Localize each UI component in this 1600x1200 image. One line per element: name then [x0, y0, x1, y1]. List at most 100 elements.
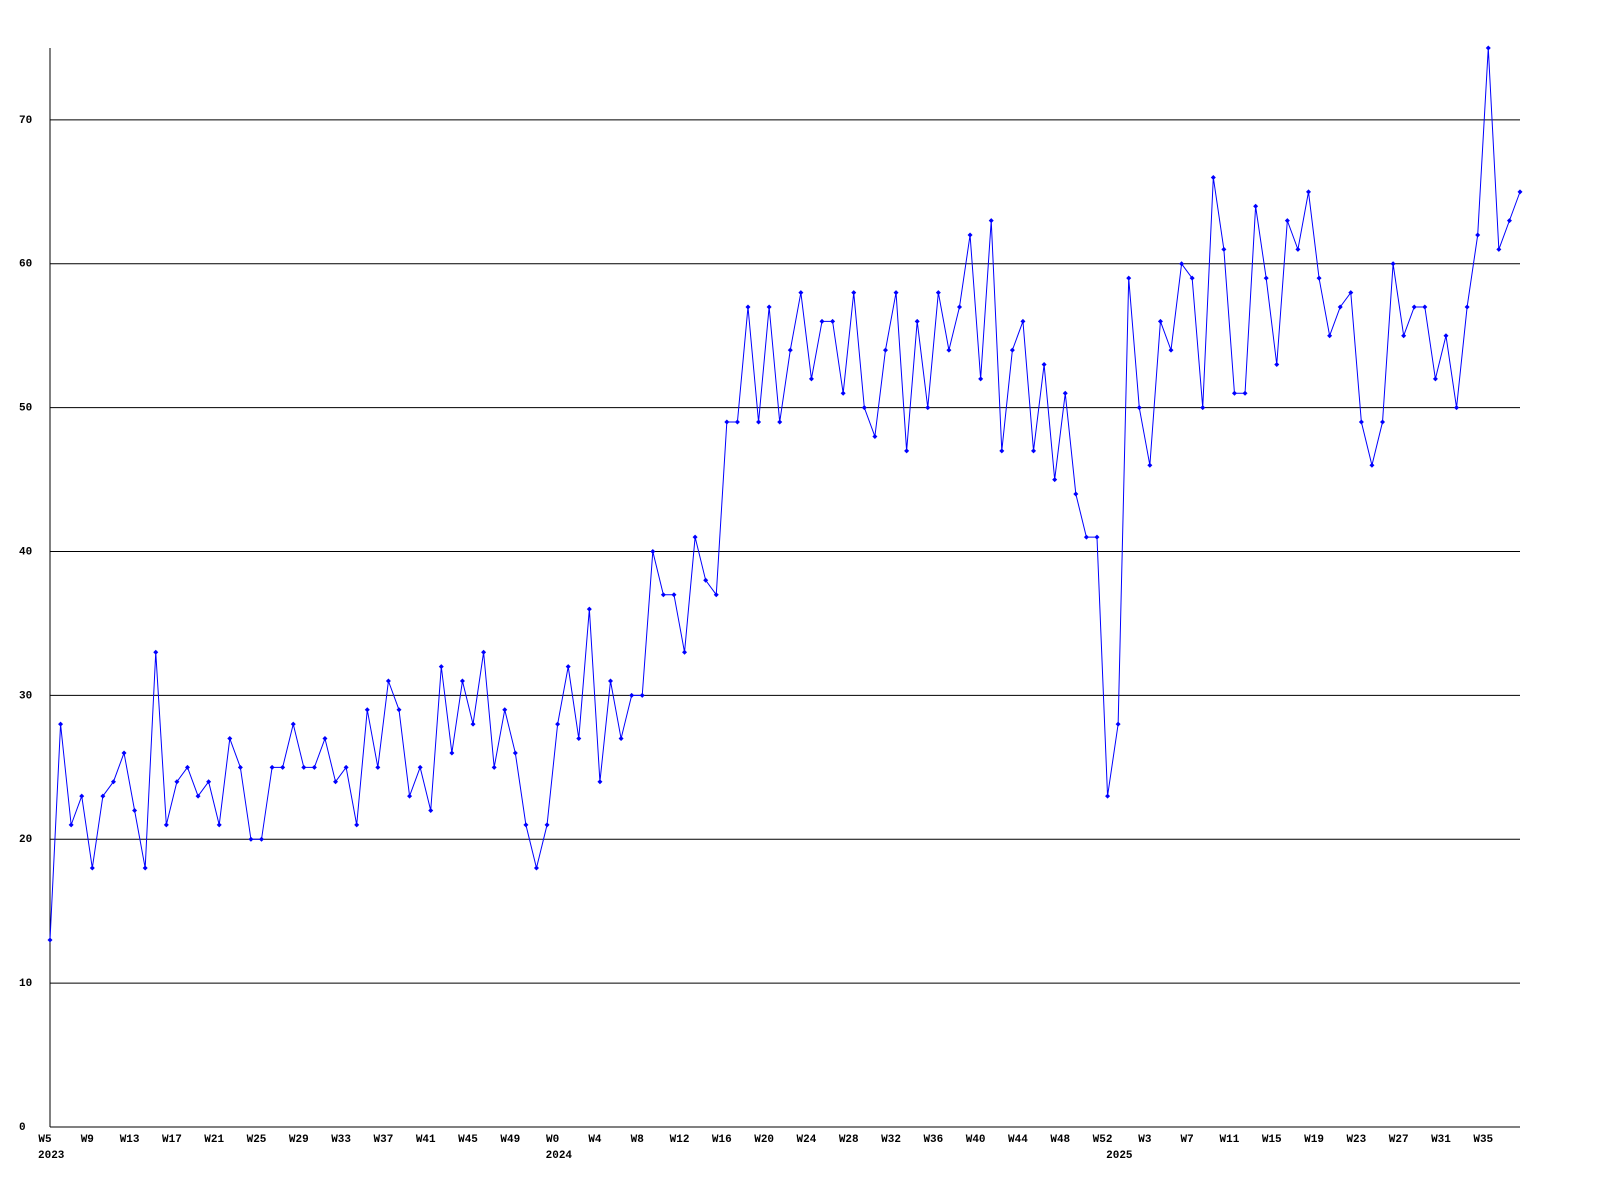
data-point [153, 649, 159, 655]
data-point [1062, 390, 1068, 396]
x-tick-label: W32 [881, 1134, 901, 1146]
x-tick-label: W13 [120, 1134, 140, 1146]
data-point [1443, 333, 1449, 339]
year-label: 2024 [546, 1150, 573, 1162]
data-point [946, 347, 952, 353]
data-point [163, 822, 169, 828]
data-point [840, 390, 846, 396]
data-point [1432, 376, 1438, 382]
x-tick-label: W21 [204, 1134, 224, 1146]
data-point [1168, 347, 1174, 353]
data-point [523, 822, 529, 828]
x-tick-label: W25 [247, 1134, 267, 1146]
data-point [533, 865, 539, 871]
data-point [988, 218, 994, 224]
data-point [1390, 261, 1396, 267]
x-tick-label: W3 [1138, 1134, 1152, 1146]
x-tick-label: W11 [1220, 1134, 1240, 1146]
data-point [1157, 318, 1163, 324]
data-point [502, 707, 508, 713]
data-point [227, 736, 233, 742]
data-point [639, 692, 645, 698]
x-tick-label: W41 [416, 1134, 436, 1146]
data-point [1422, 304, 1428, 310]
data-point [1115, 721, 1121, 727]
data-point [396, 707, 402, 713]
x-tick-label: W12 [670, 1134, 690, 1146]
x-tick-label: W45 [458, 1134, 478, 1146]
data-point [1380, 419, 1386, 425]
data-point [1105, 793, 1111, 799]
data-point [882, 347, 888, 353]
data-point [1411, 304, 1417, 310]
data-point [1041, 362, 1047, 368]
data-point [1052, 477, 1058, 483]
data-point [999, 448, 1005, 454]
data-point [449, 750, 455, 756]
data-point [1305, 189, 1311, 195]
x-tick-label: W4 [588, 1134, 602, 1146]
x-tick-label: W33 [331, 1134, 351, 1146]
data-point [1136, 405, 1142, 411]
data-point [1517, 189, 1523, 195]
y-tick-label: 70 [19, 115, 32, 127]
data-point [1083, 534, 1089, 540]
data-point [491, 764, 497, 770]
data-point [787, 347, 793, 353]
data-point [1253, 203, 1259, 209]
data-point [311, 764, 317, 770]
data-point [322, 736, 328, 742]
data-point [375, 764, 381, 770]
data-point [1094, 534, 1100, 540]
data-point [745, 304, 751, 310]
data-point [110, 779, 116, 785]
data-point [280, 764, 286, 770]
data-point [861, 405, 867, 411]
data-point [1031, 448, 1037, 454]
data-point [576, 736, 582, 742]
data-point [1401, 333, 1407, 339]
data-point [58, 721, 64, 727]
y-tick-label: 60 [19, 259, 32, 271]
year-label: 2025 [1106, 1150, 1133, 1162]
data-point [851, 290, 857, 296]
data-point [79, 793, 85, 799]
x-tick-label: W23 [1346, 1134, 1366, 1146]
data-point [1348, 290, 1354, 296]
data-point [682, 649, 688, 655]
data-point [724, 419, 730, 425]
data-point [417, 764, 423, 770]
data-point [893, 290, 899, 296]
data-line [49, 47, 1521, 940]
data-point [798, 290, 804, 296]
data-point [269, 764, 275, 770]
data-point [1496, 246, 1502, 252]
data-point [1009, 347, 1015, 353]
data-point [1337, 304, 1343, 310]
data-point [1485, 45, 1491, 51]
data-point [364, 707, 370, 713]
data-point [290, 721, 296, 727]
data-point [777, 419, 783, 425]
x-tick-label: W16 [712, 1134, 732, 1146]
x-tick-label: W7 [1181, 1134, 1194, 1146]
y-tick-label: 30 [19, 690, 32, 702]
y-tick-label: 0 [19, 1122, 26, 1134]
y-tick-label: 10 [19, 978, 32, 990]
data-point [216, 822, 222, 828]
data-point [237, 764, 243, 770]
data-point [438, 664, 444, 670]
data-point [1295, 246, 1301, 252]
data-point [142, 865, 148, 871]
data-point [1231, 390, 1237, 396]
data-point [1126, 275, 1132, 281]
data-point [195, 793, 201, 799]
data-point [1475, 232, 1481, 238]
data-point [544, 822, 550, 828]
data-point [385, 678, 391, 684]
x-tick-label: W40 [966, 1134, 986, 1146]
y-tick-label: 50 [19, 403, 32, 415]
x-tick-label: W5 [38, 1134, 52, 1146]
data-point [512, 750, 518, 756]
data-point [618, 736, 624, 742]
